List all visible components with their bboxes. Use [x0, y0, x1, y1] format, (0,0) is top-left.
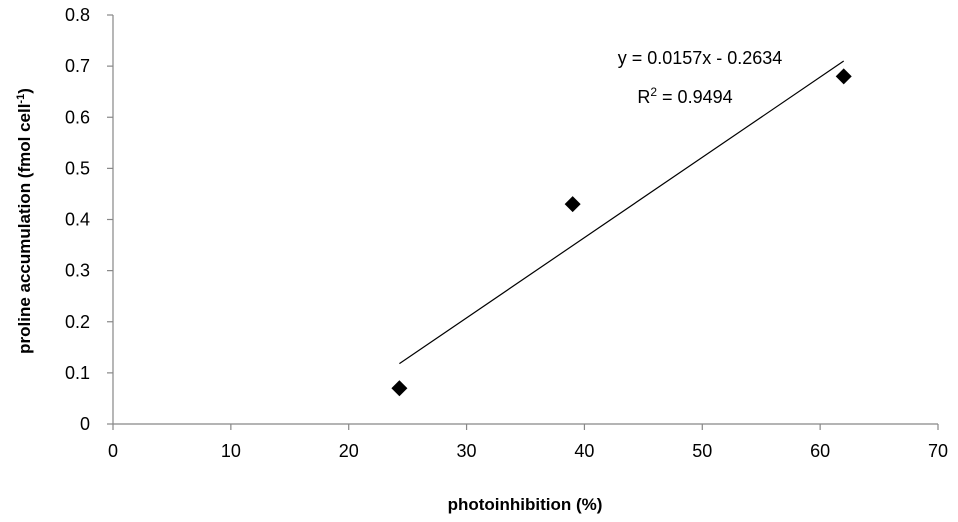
x-ticks: 0 10 20 30 40 50 60 70 — [108, 424, 948, 461]
y-tick-label: 0 — [80, 414, 90, 434]
trendline-equation: y = 0.0157x - 0.2634 — [618, 48, 783, 68]
y-tick-label: 0.2 — [65, 312, 90, 332]
r-squared-label: R2 = 0.9494 — [637, 85, 732, 107]
y-axis-title-suffix: ) — [15, 88, 34, 94]
y-axis-title-superscript: -1 — [15, 94, 27, 104]
r-squared-prefix: R — [637, 87, 650, 107]
y-tick-label: 0.7 — [65, 56, 90, 76]
r-squared-superscript: 2 — [650, 85, 657, 99]
trendline-group — [399, 60, 845, 365]
x-tick-label: 30 — [457, 441, 477, 461]
y-ticks: 0 0.1 0.2 0.3 0.4 0.5 0.6 0.7 0.8 — [65, 5, 113, 434]
data-points — [391, 68, 852, 397]
axes — [112, 15, 938, 425]
x-tick-label: 10 — [221, 441, 241, 461]
r-squared-value: = 0.9494 — [657, 87, 733, 107]
y-tick-label: 0.6 — [65, 107, 90, 127]
x-axis-title: photoinhibition (%) — [448, 495, 603, 514]
x-tick-label: 70 — [928, 441, 948, 461]
y-axis-title: proline accumulation (fmol cell-1) — [15, 88, 34, 354]
y-tick-label: 0.1 — [65, 363, 90, 383]
x-tick-label: 40 — [574, 441, 594, 461]
x-tick-label: 20 — [339, 441, 359, 461]
y-tick-label: 0.8 — [65, 5, 90, 25]
x-tick-label: 0 — [108, 441, 118, 461]
y-tick-label: 0.5 — [65, 158, 90, 178]
y-axis-title-main: proline accumulation (fmol cell — [15, 104, 34, 354]
y-tick-label: 0.4 — [65, 210, 90, 230]
trendline — [399, 60, 845, 365]
y-tick-label: 0.3 — [65, 261, 90, 281]
data-point — [391, 380, 408, 397]
x-tick-label: 50 — [692, 441, 712, 461]
data-point — [564, 196, 581, 213]
data-point — [835, 68, 852, 85]
x-tick-label: 60 — [810, 441, 830, 461]
